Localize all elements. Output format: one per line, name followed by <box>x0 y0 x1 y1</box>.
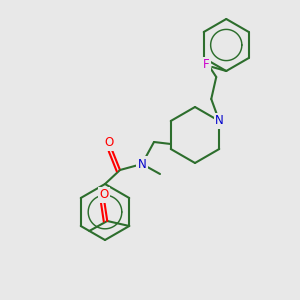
Text: F: F <box>203 58 210 71</box>
Text: N: N <box>215 115 224 128</box>
Text: O: O <box>104 136 114 149</box>
Text: O: O <box>100 188 109 202</box>
Text: N: N <box>138 158 146 170</box>
